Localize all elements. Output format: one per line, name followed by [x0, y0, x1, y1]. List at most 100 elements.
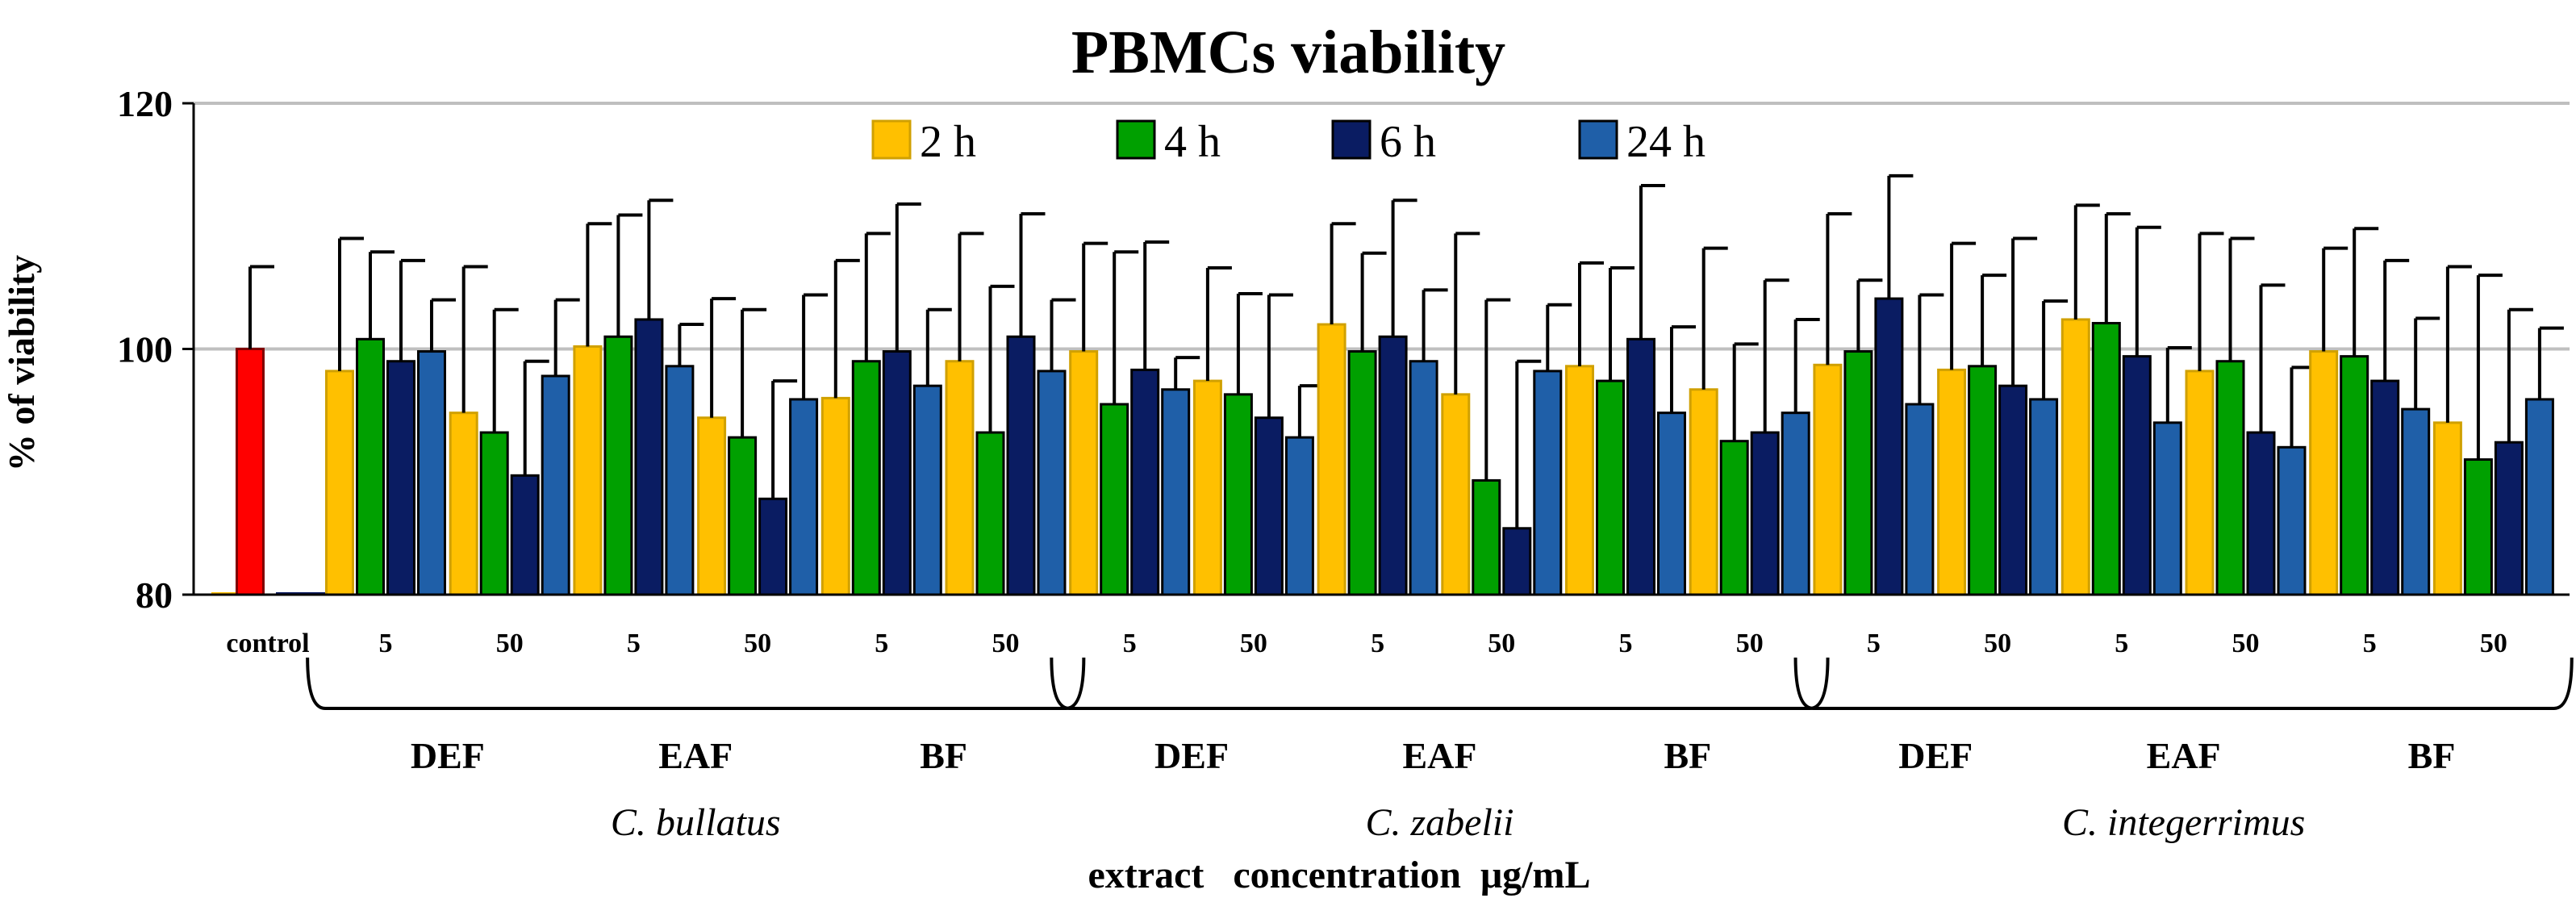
bar-2h-6 [1069, 350, 1099, 596]
y-tick-label: 80 [136, 574, 173, 616]
bar-2h-5 [945, 360, 975, 596]
x-axis-title: extract concentration μg/mL [1088, 854, 1590, 896]
control-bar [236, 348, 265, 596]
x-tick-label: 5 [627, 629, 641, 658]
bar-4h-5 [975, 431, 1005, 596]
bar-4h-9 [1472, 478, 1501, 596]
bar-6h-11 [1750, 431, 1780, 596]
bar-24h-9 [1533, 370, 1563, 596]
bar-6h-17 [2494, 441, 2524, 596]
legend-swatch-6h [1331, 119, 1372, 160]
x-tick-label: 5 [2363, 629, 2377, 658]
bar-6h-9 [1502, 527, 1532, 596]
species-bracket [306, 657, 1086, 710]
bar-24h-4 [912, 384, 942, 596]
bar-24h-2 [665, 365, 695, 596]
bar-4h-10 [1596, 379, 1625, 596]
bar-4h-6 [1100, 403, 1129, 596]
bar-2h-15 [2185, 370, 2215, 596]
x-tick-label: 50 [1240, 629, 1267, 658]
bar-4h-11 [1719, 440, 1749, 596]
bar-2h-7 [1192, 379, 1222, 596]
legend-swatch-2h [871, 119, 912, 160]
bar-4h-16 [2340, 355, 2369, 596]
bar-2h-10 [1565, 365, 1594, 596]
bar-6h-6 [1130, 368, 1160, 596]
bar-6h-13 [1998, 384, 2028, 596]
bar-4h-8 [1347, 350, 1377, 596]
y-tick-label: 100 [117, 329, 173, 370]
fraction-label: DEF [1898, 735, 1973, 776]
bar-24h-3 [789, 398, 819, 596]
bar-4h-17 [2463, 458, 2493, 596]
bar-4h-14 [2091, 322, 2121, 596]
x-tick-label: 50 [992, 629, 1020, 658]
bar-24h-1 [541, 374, 570, 596]
bar-6h-16 [2370, 379, 2400, 596]
fraction-label: BF [2408, 735, 2456, 776]
bars [211, 173, 2564, 596]
bar-6h-7 [1254, 416, 1284, 596]
x-tick-label: 5 [1619, 629, 1633, 658]
bar-24h-14 [2152, 421, 2182, 596]
fraction-label: EAF [1402, 735, 1476, 776]
x-tick-label: 50 [2232, 629, 2260, 658]
x-tick-label: 5 [2115, 629, 2128, 658]
y-tick-label: 120 [117, 83, 173, 124]
x-tick-label: 5 [1371, 629, 1384, 658]
bar-6h-0 [386, 360, 415, 596]
bar-2h-3 [697, 416, 727, 596]
x-tick-label: 50 [1488, 629, 1515, 658]
bar-2h-4 [820, 396, 850, 596]
bar-6h-8 [1378, 335, 1408, 596]
bar-6h-10 [1626, 337, 1655, 596]
bar-24h-11 [1781, 411, 1810, 596]
bar-24h-5 [1037, 370, 1067, 596]
x-tick-label: 5 [875, 629, 888, 658]
species-bracket [1793, 657, 2574, 710]
bar-4h-7 [1223, 393, 1253, 596]
bar-24h-8 [1409, 360, 1438, 596]
legend-label: 6 h [1380, 117, 1436, 167]
bar-2h-17 [2432, 421, 2462, 596]
species-label: C. zabelii [1365, 801, 1513, 844]
x-tick-label: 50 [1736, 629, 1764, 658]
bar-2h-0 [325, 370, 354, 596]
species-bracket [1050, 657, 1830, 710]
fraction-label: DEF [1154, 735, 1229, 776]
fraction-label: BF [920, 735, 967, 776]
bar-2h-9 [1441, 393, 1471, 596]
bar-4h-0 [356, 337, 385, 596]
x-axis: control 5 50 5 50 5 50 5 50 5 50 5 50 5 50 5 50 5 50 DEF EAF… [194, 593, 2574, 844]
x-tick-label: 50 [1984, 629, 2011, 658]
bar-2h-2 [573, 345, 603, 596]
bar-6h-1 [510, 474, 540, 596]
bar-6h-3 [758, 497, 788, 596]
bar-6h-5 [1006, 335, 1036, 596]
bar-24h-7 [1284, 436, 1314, 596]
bar-4h-13 [1968, 365, 1998, 596]
bar-24h-16 [2401, 407, 2431, 596]
x-tick-label: control [226, 629, 309, 658]
bar-24h-6 [1161, 388, 1191, 596]
legend-label: 2 h [920, 117, 976, 167]
bar-24h-13 [2029, 398, 2059, 596]
bar-6h-15 [2246, 431, 2276, 596]
bar-6h-4 [882, 350, 912, 596]
bar-24h-15 [2277, 445, 2307, 596]
bar-6h-14 [2122, 355, 2152, 596]
bar-2h-13 [1937, 368, 1967, 596]
x-tick-label: 50 [496, 629, 524, 658]
legend-swatch-24h [1578, 119, 1618, 160]
x-tick-label: 5 [1867, 629, 1881, 658]
bar-2h-1 [449, 411, 478, 596]
species-label: C. integerrimus [2062, 801, 2305, 844]
bar-24h-10 [1657, 411, 1686, 596]
bar-24h-12 [1905, 403, 1935, 596]
fraction-label: DEF [411, 735, 485, 776]
bar-6h-2 [634, 318, 664, 596]
fraction-label: EAF [658, 735, 733, 776]
x-tick-label: 50 [744, 629, 771, 658]
bar-2h-12 [1813, 363, 1843, 596]
